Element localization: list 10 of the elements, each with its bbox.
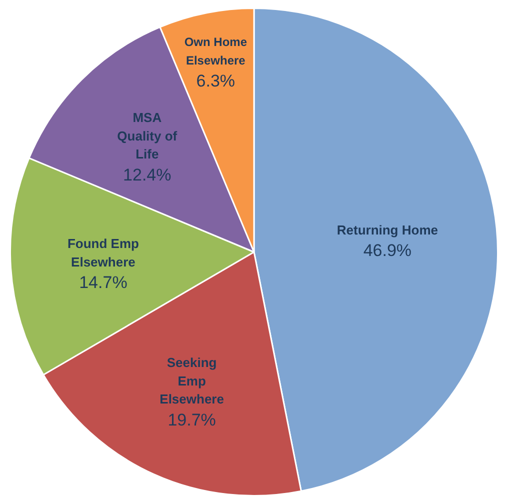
slice-label: Returning Home [336,222,438,238]
data-label: 14.7% [79,273,128,292]
data-label: 19.7% [168,410,216,430]
slice-label: Found Emp Elsewhere [67,236,140,270]
slice-label: Seeking Emp Elsewhere [160,355,224,407]
data-label: 46.9% [363,241,412,260]
data-label: 12.4% [123,165,172,184]
slice-label: Own Home Elsewhere [184,35,248,68]
data-label: 6.3% [196,72,236,91]
slice-label: MSA Quality of Life [117,110,178,162]
